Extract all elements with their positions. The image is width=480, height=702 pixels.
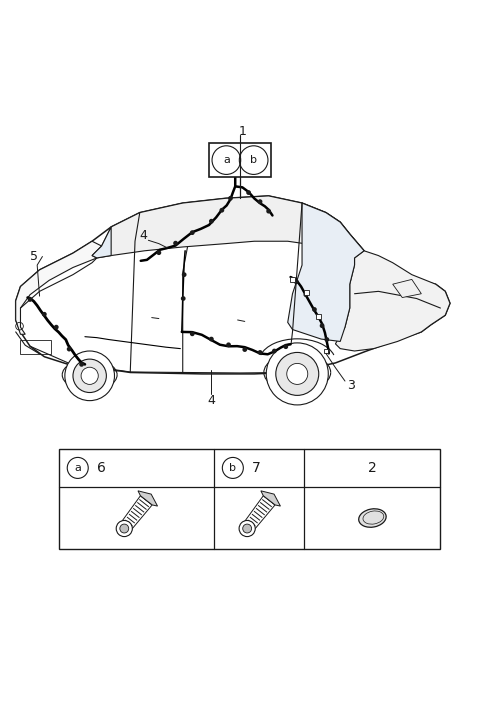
Circle shape: [28, 297, 33, 302]
Text: 6: 6: [97, 461, 106, 475]
Circle shape: [246, 190, 251, 195]
Bar: [290, 277, 295, 282]
Text: b: b: [229, 463, 236, 473]
Circle shape: [258, 350, 263, 355]
Circle shape: [258, 199, 263, 204]
Bar: [209, 143, 271, 177]
Circle shape: [173, 241, 178, 246]
Polygon shape: [288, 203, 364, 341]
Circle shape: [79, 362, 84, 366]
Bar: [59, 449, 441, 549]
Circle shape: [182, 272, 187, 277]
Polygon shape: [16, 196, 450, 374]
Polygon shape: [336, 251, 450, 351]
Circle shape: [219, 208, 224, 213]
Circle shape: [276, 352, 319, 395]
Circle shape: [67, 347, 72, 352]
Bar: [324, 349, 328, 353]
Text: a: a: [74, 463, 81, 473]
Text: 1: 1: [239, 125, 246, 138]
Text: 4: 4: [140, 229, 147, 242]
Circle shape: [324, 337, 329, 342]
Polygon shape: [16, 241, 102, 334]
Text: 4: 4: [207, 394, 216, 406]
Circle shape: [181, 296, 186, 301]
Circle shape: [42, 312, 47, 317]
Circle shape: [287, 364, 308, 385]
Circle shape: [266, 343, 328, 405]
Circle shape: [283, 344, 288, 349]
Polygon shape: [261, 491, 280, 506]
Circle shape: [73, 359, 107, 392]
Circle shape: [120, 524, 129, 533]
Bar: [304, 291, 309, 295]
Text: 2: 2: [368, 461, 377, 475]
Circle shape: [294, 279, 299, 284]
Circle shape: [209, 219, 214, 223]
Ellipse shape: [359, 509, 386, 527]
Circle shape: [239, 520, 255, 536]
Circle shape: [190, 331, 195, 336]
Circle shape: [209, 337, 214, 341]
Circle shape: [320, 324, 324, 328]
Bar: [316, 314, 321, 319]
Text: 5: 5: [30, 250, 38, 263]
Polygon shape: [92, 196, 364, 258]
Circle shape: [303, 292, 308, 297]
Circle shape: [226, 343, 231, 347]
Polygon shape: [393, 279, 421, 298]
Text: b: b: [250, 155, 257, 165]
Circle shape: [65, 351, 115, 401]
Circle shape: [54, 325, 59, 329]
Text: a: a: [223, 155, 230, 165]
Circle shape: [266, 208, 271, 213]
Bar: [21, 340, 51, 355]
Circle shape: [242, 347, 247, 352]
Circle shape: [156, 251, 161, 255]
Circle shape: [312, 307, 317, 312]
Circle shape: [81, 367, 98, 385]
Text: 7: 7: [252, 461, 261, 475]
Circle shape: [272, 349, 277, 353]
Circle shape: [116, 520, 132, 536]
Text: 3: 3: [347, 379, 355, 392]
Circle shape: [243, 524, 252, 533]
Circle shape: [228, 196, 233, 201]
Polygon shape: [138, 491, 157, 506]
Polygon shape: [92, 227, 111, 258]
Circle shape: [190, 230, 195, 235]
